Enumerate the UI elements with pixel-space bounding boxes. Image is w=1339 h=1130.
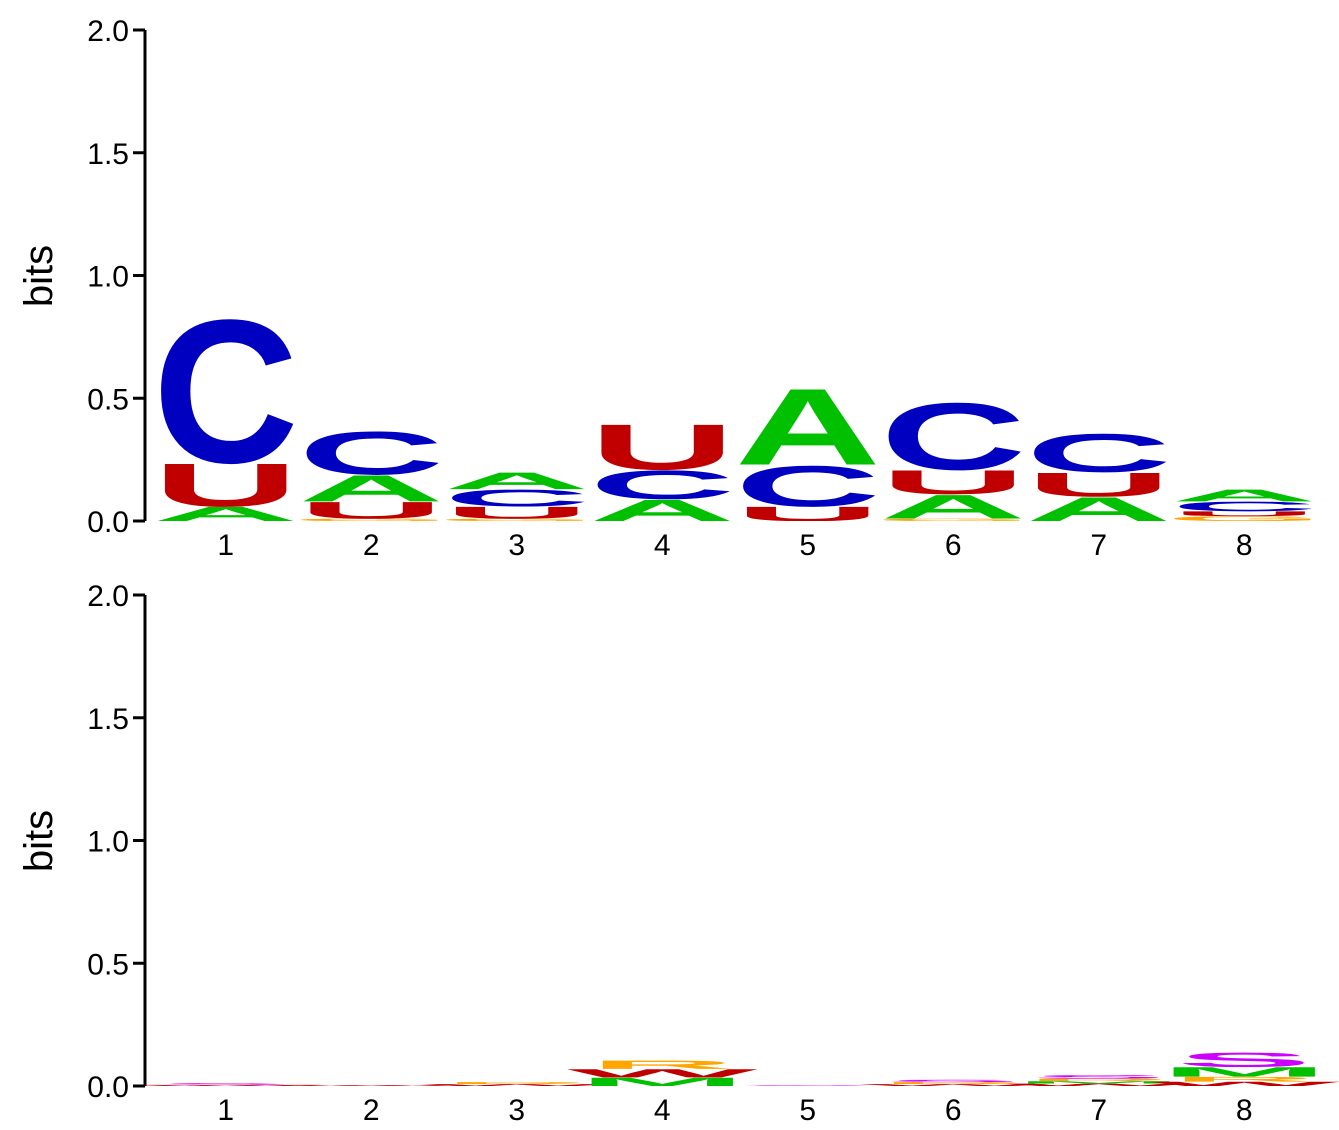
x-ticks: 1 2 3 4 5 6 7 8 xyxy=(217,529,1252,562)
logo-letter-c: C xyxy=(1171,499,1317,514)
logo-letter-a: A xyxy=(735,366,881,488)
x-tick-label: 1 xyxy=(217,529,234,562)
logo-letter-u: U xyxy=(1026,466,1172,504)
y-tick-label: 0.0 xyxy=(87,506,129,539)
logo-letter-c: C xyxy=(880,384,1026,490)
logo-letter-r: R xyxy=(880,1082,1026,1085)
logo-letter-u: U xyxy=(444,503,590,522)
y-tick-label: 0.0 xyxy=(87,1071,129,1104)
x-tick-label: 4 xyxy=(654,529,671,562)
x-tick-label: 7 xyxy=(1090,1094,1107,1127)
logo-letter-a: A xyxy=(153,503,299,526)
y-axis-label: bits xyxy=(17,810,61,872)
logo-letter-a: A xyxy=(589,493,735,527)
logo-letter-r: R xyxy=(444,1082,590,1085)
y-ticks: 0.0 0.5 1.0 1.5 2.0 xyxy=(87,580,145,1104)
logo-letter-g: G xyxy=(875,518,1032,522)
logo-letter-r: R xyxy=(1026,1078,1172,1082)
y-axis-label: bits xyxy=(17,245,61,307)
y-tick-label: 0.5 xyxy=(87,383,129,416)
logo-letter-w: W xyxy=(276,1085,467,1087)
logo-letter-a: A xyxy=(1026,490,1172,528)
logo-letter-w: W xyxy=(1149,1081,1339,1088)
y-tick-label: 2.0 xyxy=(87,580,129,613)
x-tick-label: 4 xyxy=(654,1094,671,1127)
y-tick-label: 1.0 xyxy=(87,826,129,859)
logo-panel-bottom: 0.00.51.01.52.0 bits WSWWRMWRSWRSWMRSWRM… xyxy=(17,580,1339,1127)
logo-letter-a: A xyxy=(444,468,590,495)
x-tick-label: 2 xyxy=(363,529,380,562)
logo-letter-c: C xyxy=(444,485,590,512)
logo-letter-c: C xyxy=(735,454,881,519)
logo-letter-u: U xyxy=(298,497,444,524)
y-ticks: 0.0 0.5 1.0 1.5 2.0 xyxy=(87,15,145,539)
logo-letter-a: A xyxy=(1171,486,1317,505)
logo-letter-u: U xyxy=(589,411,735,484)
x-tick-label: 2 xyxy=(363,1094,380,1127)
x-tick-label: 1 xyxy=(217,1094,234,1127)
y-tick-label: 1.5 xyxy=(87,138,129,171)
logo-letter-a: A xyxy=(880,488,1026,526)
y-tick-label: 1.5 xyxy=(87,703,129,736)
logo-letter-s: S xyxy=(158,1083,293,1086)
logo-letter-m: M xyxy=(1015,1080,1183,1084)
x-tick-label: 3 xyxy=(508,1094,525,1127)
y-tick-label: 2.0 xyxy=(87,15,129,48)
logo-letter-c: C xyxy=(589,462,735,508)
logo-letter-g: G xyxy=(293,518,450,522)
logo-letter-w: W xyxy=(858,1084,1049,1087)
logo-letter-u: U xyxy=(1171,510,1317,518)
y-tick-label: 1.0 xyxy=(87,261,129,294)
logo-letter-s: S xyxy=(1031,1074,1166,1080)
logo-letter-w: W xyxy=(1003,1083,1194,1087)
logo-letter-c: C xyxy=(1026,423,1172,484)
logo-letter-c: C xyxy=(153,278,299,506)
logo-letter-r: R xyxy=(1171,1075,1317,1083)
x-tick-label: 8 xyxy=(1236,529,1253,562)
logo-letter-s: S xyxy=(740,1085,875,1086)
logo-letter-s: S xyxy=(886,1079,1021,1083)
x-ticks: 1 2 3 4 5 6 7 8 xyxy=(217,1094,1252,1127)
logo-letter-m: M xyxy=(578,1075,746,1088)
logo-letter-r: R xyxy=(589,1058,735,1071)
logo-letter-u: U xyxy=(880,463,1026,501)
logo-letter-m: M xyxy=(1160,1064,1328,1079)
logo-letter-w: W xyxy=(567,1067,758,1080)
logo-letter-g: G xyxy=(438,518,595,522)
x-tick-label: 5 xyxy=(799,1094,816,1127)
x-tick-label: 7 xyxy=(1090,529,1107,562)
logo-letter-w: W xyxy=(421,1084,612,1087)
x-tick-label: 3 xyxy=(508,529,525,562)
logo-letter-a: A xyxy=(298,467,444,509)
logo-panel-top: 0.00.51.01.52.0 bits AUCGUACGUCAACUUCAGA… xyxy=(17,15,1323,562)
x-tick-label: 6 xyxy=(945,1094,962,1127)
logo-letter-w: W xyxy=(130,1084,321,1086)
y-tick-label: 0.5 xyxy=(87,948,129,981)
logo-letter-g: G xyxy=(1166,515,1323,523)
x-tick-label: 6 xyxy=(945,529,962,562)
x-tick-label: 5 xyxy=(799,529,816,562)
logo-letter-s: S xyxy=(1177,1048,1312,1071)
logo-letter-u: U xyxy=(735,503,881,526)
logo-letter-c: C xyxy=(298,419,444,488)
logo-letter-u: U xyxy=(153,451,299,520)
x-tick-label: 8 xyxy=(1236,1094,1253,1127)
